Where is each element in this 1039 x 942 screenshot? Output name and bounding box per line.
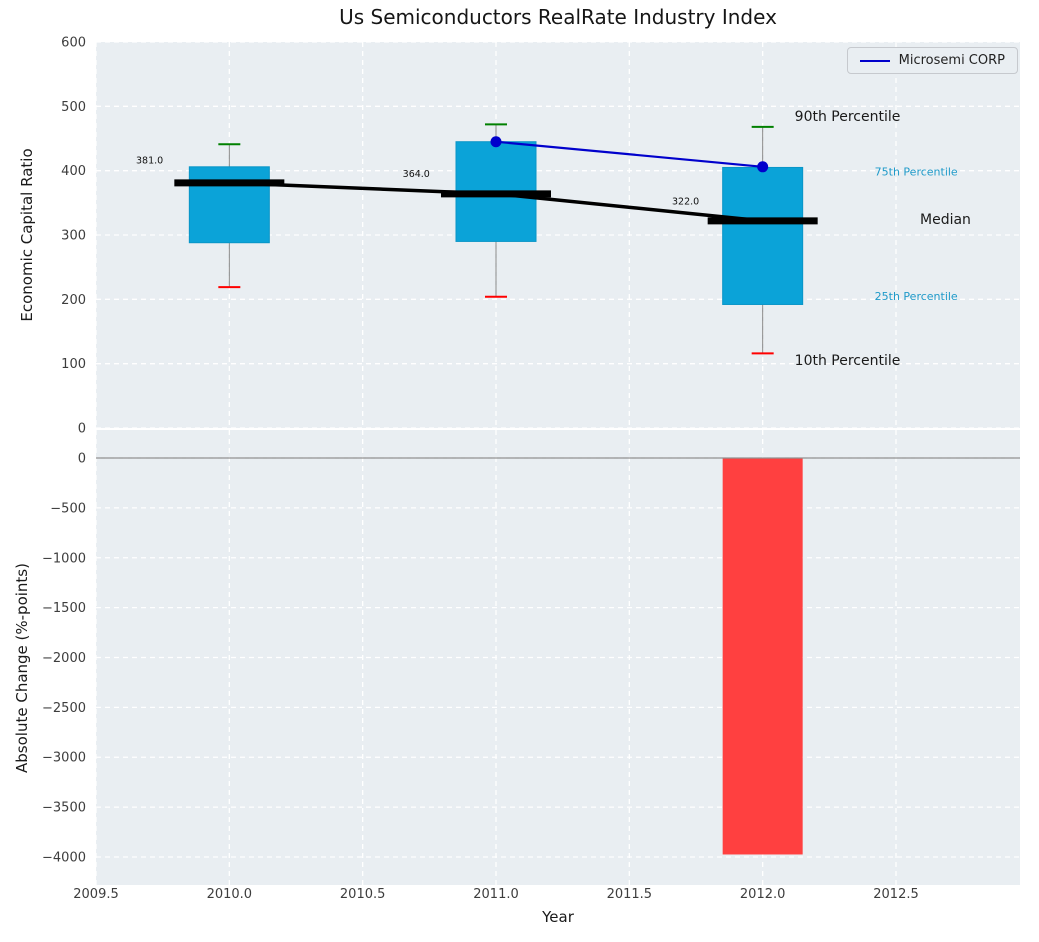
y-tick-label: −1000 [42, 551, 86, 566]
x-tick-label: 2009.5 [73, 887, 119, 902]
legend-label: Microsemi CORP [898, 53, 1005, 68]
top-plot-area: 0 100 200 300 400 500 600 381.0 364.0 322.0 90th P… [61, 36, 1020, 437]
box-plot-svg: 0 100 200 300 400 500 600 381.0 364.0 322.0 90th P… [61, 36, 1020, 437]
y-tick-label: 300 [61, 229, 86, 244]
percentile-annotation: Median [920, 212, 971, 228]
y-tick-label: −2500 [42, 701, 86, 716]
percentile-box [188, 166, 270, 244]
series-marker [490, 136, 502, 148]
y-tick-label: 200 [61, 293, 86, 308]
x-tick-label: 2012.5 [873, 887, 919, 902]
series-marker [757, 161, 769, 173]
series-line [495, 140, 763, 168]
median-value-label: 381.0 [136, 155, 163, 166]
median-value-label: 364.0 [403, 169, 430, 180]
bottom-plot-area: 2009.5 2010.0 2010.5 2011.0 2011.5 2012.0 2012… [42, 430, 1020, 902]
percentile-annotation: 25th Percentile [875, 290, 958, 303]
x-axis-label: Year [542, 908, 574, 926]
chart-title: Us Semiconductors RealRate Industry Inde… [339, 5, 777, 29]
percentile-annotation: 10th Percentile [795, 353, 901, 369]
x-tick-label: 2011.0 [473, 887, 519, 902]
y-tick-label: −1500 [42, 601, 86, 616]
bottom-y-axis-label: Absolute Change (%-points) [13, 563, 31, 773]
x-tick-label: 2012.0 [740, 887, 786, 902]
y-tick-label: −2000 [42, 651, 86, 666]
x-tick-label: 2010.5 [340, 887, 386, 902]
y-tick-label: −500 [50, 501, 86, 516]
median-value-label: 322.0 [672, 197, 699, 208]
percentile-annotation: 75th Percentile [875, 166, 958, 179]
percentile-box [722, 166, 804, 305]
y-tick-label: 600 [61, 36, 86, 51]
y-tick-label: 500 [61, 100, 86, 115]
y-tick-label: −4000 [42, 850, 86, 865]
y-tick-label: −3000 [42, 751, 86, 766]
y-tick-label: 400 [61, 164, 86, 179]
top-y-axis-label: Economic Capital Ratio [18, 148, 36, 322]
x-tick-label: 2011.5 [607, 887, 653, 902]
percentile-annotation: 90th Percentile [795, 109, 901, 125]
y-tick-label: 100 [61, 357, 86, 372]
x-tick-label: 2010.0 [207, 887, 253, 902]
y-tick-label: 0 [78, 452, 86, 467]
bar-plot-svg: 2009.5 2010.0 2010.5 2011.0 2011.5 2012.0 2012… [42, 430, 1020, 902]
change-bar [722, 458, 803, 855]
legend-line-sample-icon [859, 59, 890, 62]
y-tick-label: −3500 [42, 801, 86, 816]
legend: Microsemi CORP [846, 47, 1018, 74]
y-tick-label: 0 [78, 422, 86, 437]
